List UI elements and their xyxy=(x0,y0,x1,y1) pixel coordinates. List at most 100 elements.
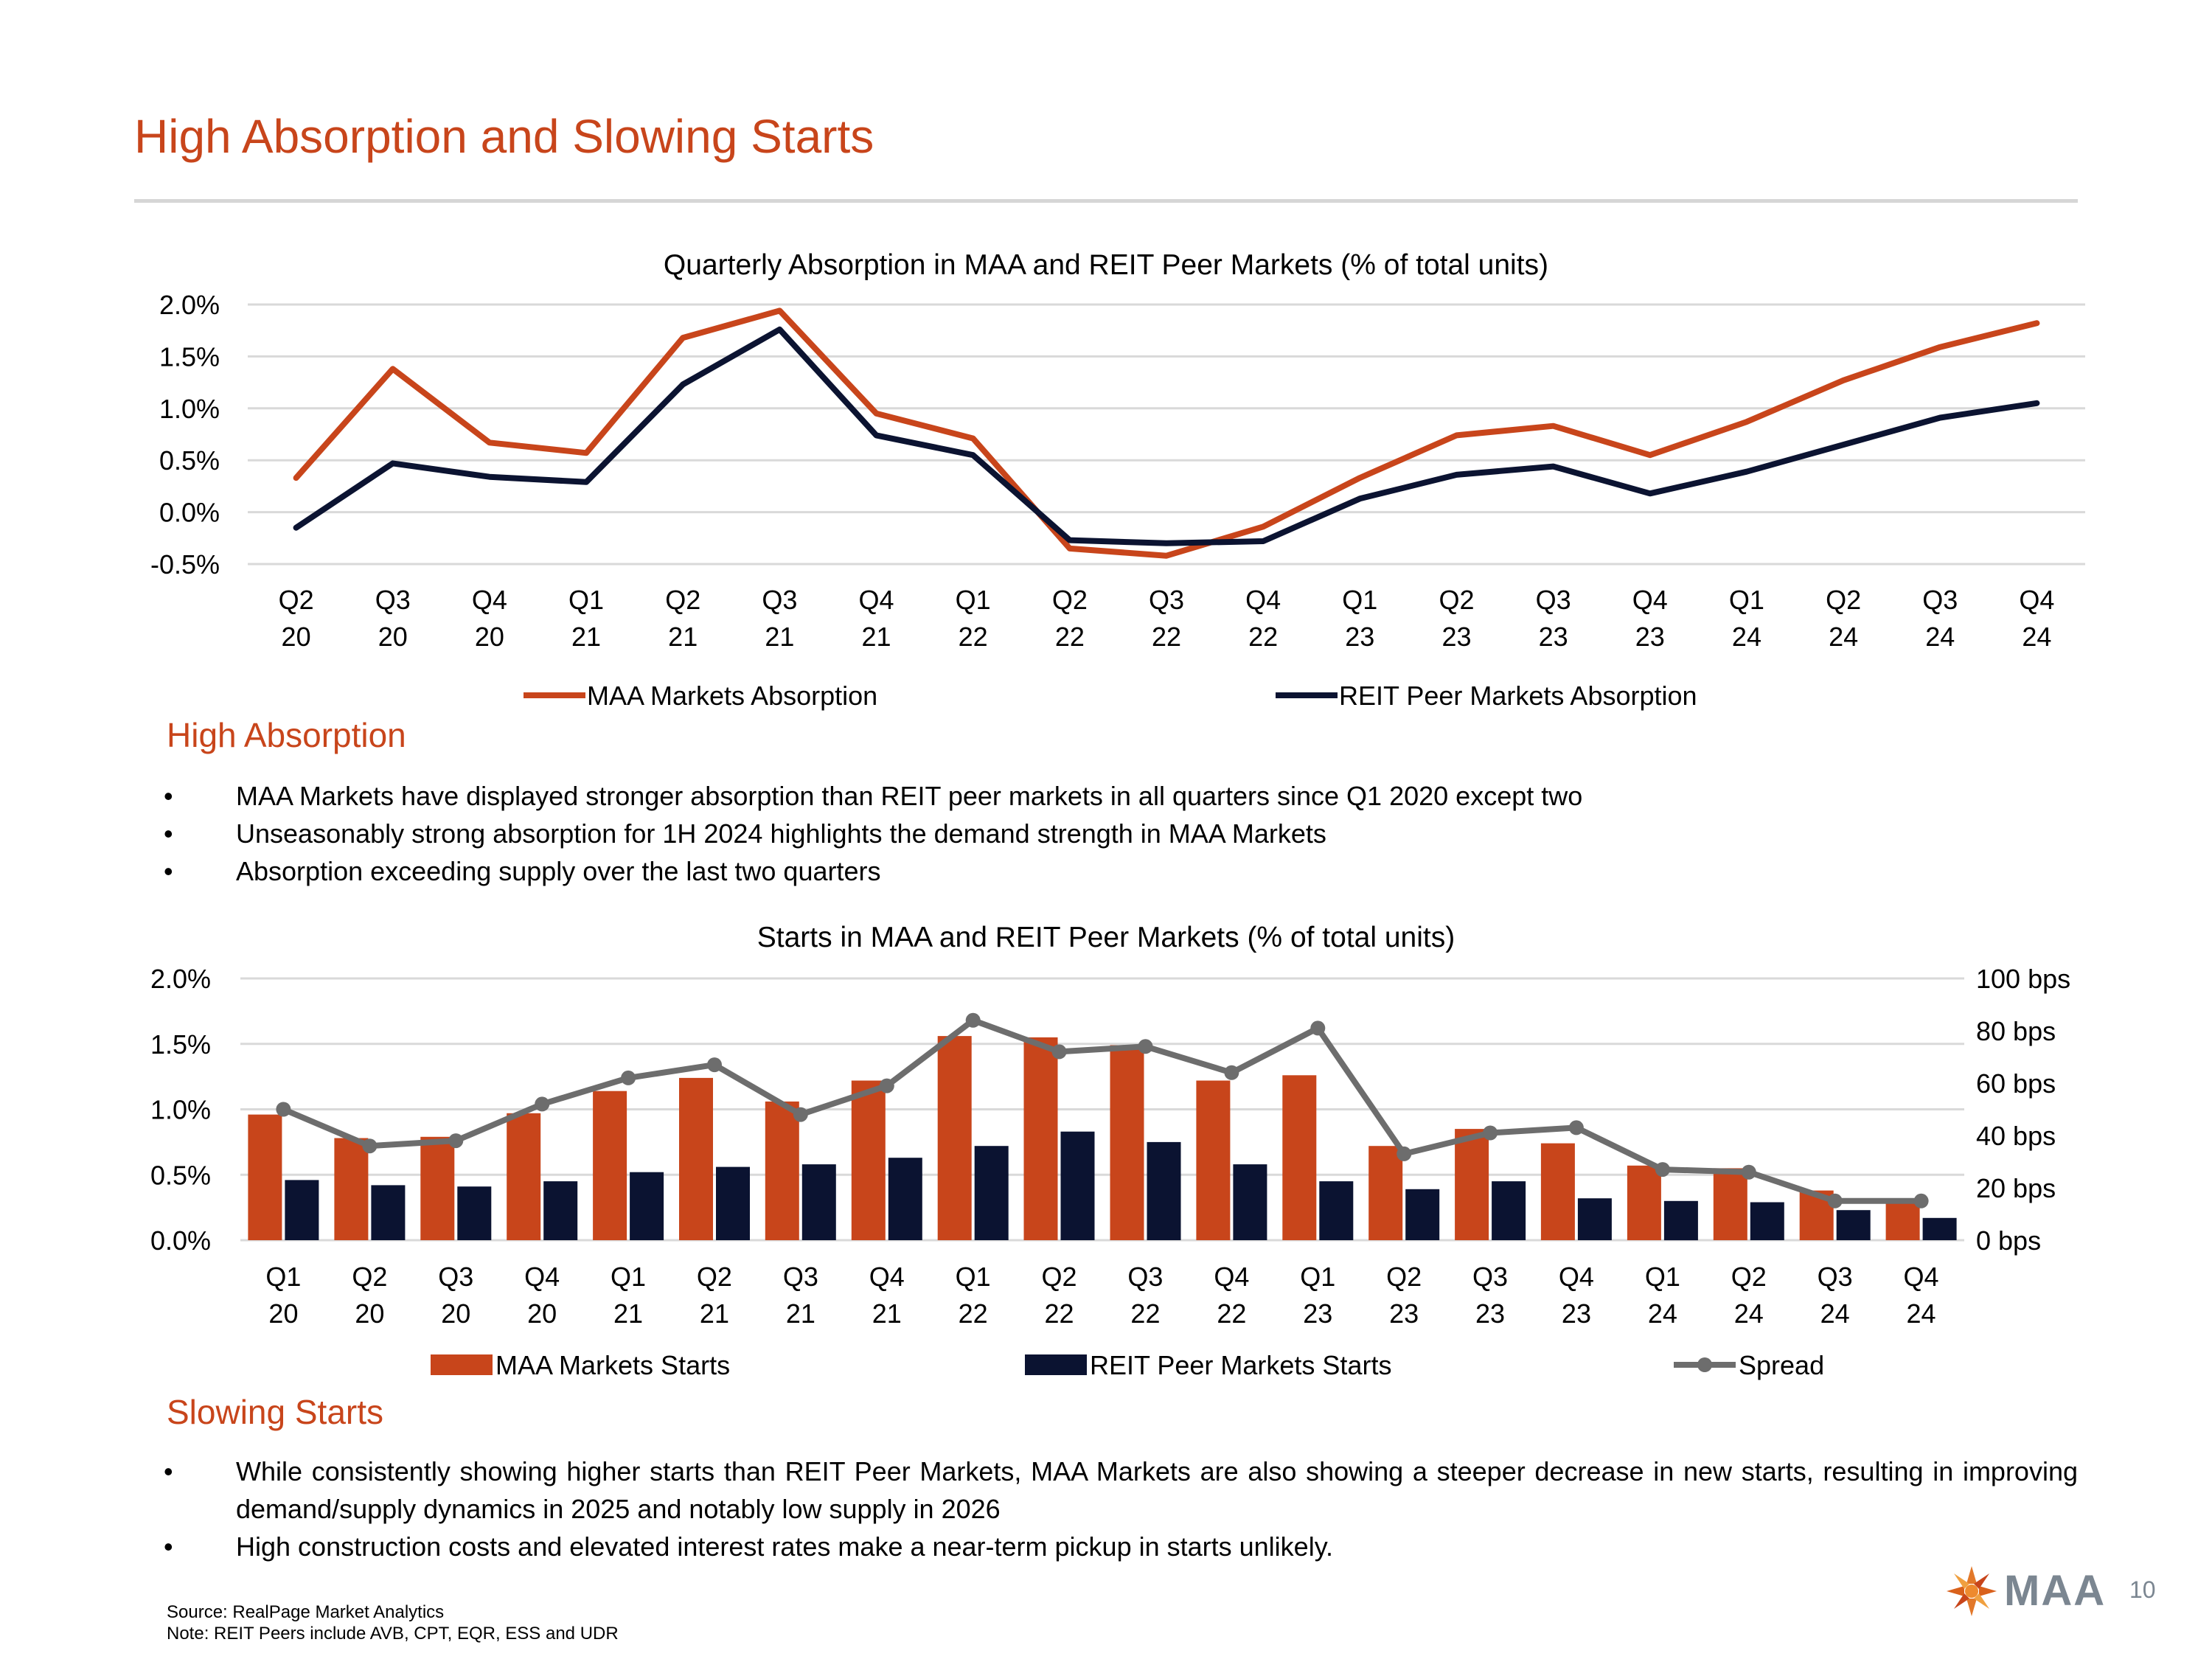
x-tick-label: 22 xyxy=(959,1298,988,1329)
x-tick-label: Q3 xyxy=(1149,585,1184,615)
bar-reit-starts xyxy=(1233,1164,1267,1240)
section-heading-slowing-starts: Slowing Starts xyxy=(167,1393,384,1431)
x-tick-label: Q4 xyxy=(1632,585,1668,615)
x-tick-label: 23 xyxy=(1303,1298,1332,1329)
bar-reit-starts xyxy=(1147,1141,1181,1240)
y-tick-label: 0.5% xyxy=(159,445,220,476)
starts-chart: Starts in MAA and REIT Peer Markets (% o… xyxy=(150,922,2070,1380)
x-tick-label: Q1 xyxy=(1300,1262,1335,1292)
spread-point xyxy=(1483,1125,1498,1141)
bar-maa-starts xyxy=(1110,1045,1144,1240)
bar-maa-starts xyxy=(1627,1165,1661,1240)
bullet-item: High construction costs and elevated int… xyxy=(164,1528,2078,1565)
x-tick-label: Q4 xyxy=(524,1262,560,1292)
x-tick-label: 23 xyxy=(1345,622,1374,652)
bullet-item: While consistently showing higher starts… xyxy=(164,1453,2078,1528)
spread-point xyxy=(707,1057,722,1073)
x-tick-label: 23 xyxy=(1635,622,1665,652)
page-number: 10 xyxy=(2129,1576,2156,1603)
bar-maa-starts xyxy=(334,1138,369,1240)
title-divider xyxy=(134,199,2078,203)
x-tick-label: Q4 xyxy=(2019,585,2054,615)
x-tick-label: Q1 xyxy=(956,1262,991,1292)
y-tick-label: 0.0% xyxy=(150,1225,211,1256)
bar-reit-starts xyxy=(1836,1210,1871,1240)
x-tick-label: 22 xyxy=(1055,622,1085,652)
x-tick-label: Q3 xyxy=(1922,585,1958,615)
legend-label: REIT Peer Markets Starts xyxy=(1090,1350,1391,1380)
x-tick-label: Q2 xyxy=(1042,1262,1077,1292)
legend-label: REIT Peer Markets Absorption xyxy=(1339,681,1697,711)
x-tick-label: 20 xyxy=(282,622,311,652)
x-tick-label: 23 xyxy=(1562,1298,1591,1329)
spread-point xyxy=(535,1096,550,1112)
x-tick-label: 24 xyxy=(1820,1298,1850,1329)
legend-label: MAA Markets Absorption xyxy=(587,681,877,711)
spread-point xyxy=(1741,1164,1756,1180)
x-tick-label: 22 xyxy=(1217,1298,1246,1329)
spread-point xyxy=(1568,1120,1584,1135)
bar-maa-starts xyxy=(420,1136,455,1240)
spread-point xyxy=(1913,1193,1929,1208)
x-tick-label: Q2 xyxy=(1731,1262,1767,1292)
spread-point xyxy=(1138,1039,1153,1054)
x-tick-label: Q2 xyxy=(665,585,700,615)
bar-reit-starts xyxy=(1577,1198,1612,1240)
x-tick-label: 23 xyxy=(1441,622,1471,652)
bar-reit-starts xyxy=(457,1186,492,1240)
x-tick-label: 21 xyxy=(700,1298,729,1329)
high-absorption-bullets: MAA Markets have displayed stronger abso… xyxy=(164,777,1582,890)
x-tick-label: 21 xyxy=(786,1298,815,1329)
spread-point xyxy=(1310,1020,1326,1036)
page-title: High Absorption and Slowing Starts xyxy=(134,110,874,163)
x-tick-label: Q1 xyxy=(611,1262,646,1292)
spread-point xyxy=(448,1133,464,1149)
x-tick-label: Q3 xyxy=(1127,1262,1163,1292)
bar-maa-starts xyxy=(1885,1198,1920,1240)
y2-tick-label: 100 bps xyxy=(1976,964,2070,994)
bar-maa-starts xyxy=(1713,1168,1747,1240)
x-tick-label: 23 xyxy=(1539,622,1568,652)
x-tick-label: Q2 xyxy=(279,585,314,615)
spread-point xyxy=(965,1012,981,1028)
x-tick-label: Q2 xyxy=(1439,585,1474,615)
y2-tick-label: 0 bps xyxy=(1976,1225,2041,1256)
x-tick-label: 24 xyxy=(2022,622,2051,652)
y-tick-label: 2.0% xyxy=(150,964,211,994)
x-tick-label: Q4 xyxy=(1245,585,1281,615)
x-tick-label: 20 xyxy=(355,1298,384,1329)
bar-reit-starts xyxy=(543,1181,578,1240)
slowing-starts-bullets: While consistently showing higher starts… xyxy=(164,1453,2078,1565)
x-tick-label: Q3 xyxy=(375,585,411,615)
source-line: Source: RealPage Market Analytics xyxy=(167,1602,445,1622)
x-tick-label: 24 xyxy=(1925,622,1955,652)
x-tick-label: 23 xyxy=(1389,1298,1419,1329)
bar-maa-starts xyxy=(1455,1129,1489,1240)
x-tick-label: 21 xyxy=(571,622,601,652)
x-tick-label: Q3 xyxy=(1536,585,1571,615)
x-tick-label: 21 xyxy=(613,1298,643,1329)
bar-reit-starts xyxy=(371,1185,406,1240)
spread-point xyxy=(793,1107,808,1122)
spread-point xyxy=(276,1102,291,1117)
maa-star-logo-icon xyxy=(1947,1566,1997,1616)
bar-maa-starts xyxy=(851,1080,886,1240)
bar-maa-starts xyxy=(1023,1037,1058,1240)
x-tick-label: 24 xyxy=(1648,1298,1677,1329)
y-tick-label: 1.0% xyxy=(159,394,220,424)
x-tick-label: Q3 xyxy=(438,1262,473,1292)
x-tick-label: Q3 xyxy=(1472,1262,1508,1292)
x-tick-label: Q1 xyxy=(1342,585,1377,615)
company-logo: MAA xyxy=(1941,1562,2104,1621)
x-tick-label: 21 xyxy=(668,622,698,652)
y2-tick-label: 80 bps xyxy=(1976,1016,2056,1046)
bar-reit-starts xyxy=(630,1172,664,1240)
bar-reit-starts xyxy=(1663,1200,1698,1241)
y-tick-label: 1.5% xyxy=(159,341,220,372)
bar-maa-starts xyxy=(1282,1075,1317,1240)
x-tick-label: 21 xyxy=(765,622,794,652)
y2-tick-label: 40 bps xyxy=(1976,1121,2056,1151)
spread-point xyxy=(1051,1044,1067,1060)
bar-reit-starts xyxy=(888,1158,922,1240)
x-tick-label: 20 xyxy=(378,622,408,652)
